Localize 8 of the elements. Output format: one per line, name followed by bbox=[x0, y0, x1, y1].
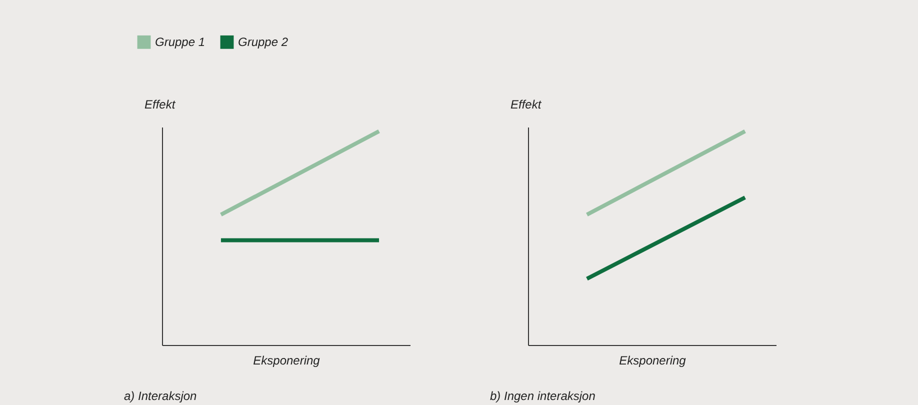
y-axis-title: Effekt bbox=[510, 98, 542, 112]
legend-label: Gruppe 1 bbox=[155, 35, 206, 50]
legend-label: Gruppe 2 bbox=[238, 35, 288, 50]
text: a) Interaksjon bbox=[124, 389, 198, 403]
x-axis-title: Eksponering bbox=[253, 354, 320, 368]
y-axis-title: Effekt bbox=[144, 98, 176, 112]
x-axis-title: Eksponering bbox=[619, 354, 686, 368]
text: b) Ingen interaksjon bbox=[490, 389, 596, 403]
